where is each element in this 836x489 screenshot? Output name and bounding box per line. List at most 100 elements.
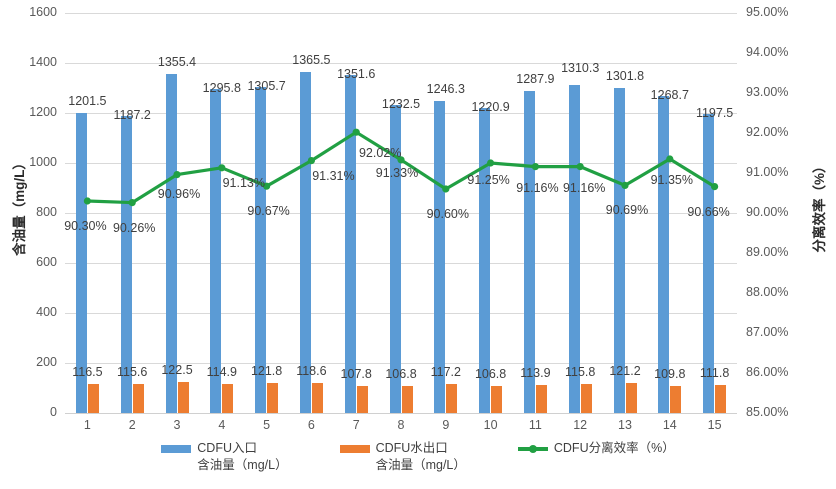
gridline bbox=[65, 213, 737, 214]
y-axis-left-tick-label: 600 bbox=[36, 255, 57, 269]
legend-item-label: CDFU分离效率（%） bbox=[553, 441, 675, 455]
bar-inlet bbox=[703, 113, 715, 413]
data-label-inlet: 1355.4 bbox=[157, 55, 197, 70]
data-label-outlet: 106.8 bbox=[385, 367, 417, 382]
data-label-separation-efficiency: 90.66% bbox=[687, 204, 730, 219]
data-label-outlet: 118.6 bbox=[296, 364, 327, 379]
line-marker bbox=[621, 181, 629, 189]
bar-outlet bbox=[670, 385, 682, 413]
bar-inlet bbox=[568, 85, 580, 413]
data-label-separation-efficiency: 91.31% bbox=[312, 168, 355, 183]
y-axis-right-tick-label: 95.00% bbox=[746, 5, 789, 19]
line-marker bbox=[128, 199, 136, 207]
bar-outlet bbox=[625, 382, 637, 413]
data-label-inlet: 1305.7 bbox=[247, 78, 286, 93]
data-label-separation-efficiency: 90.96% bbox=[157, 186, 201, 201]
y-axis-left-tick-label: 0 bbox=[50, 405, 57, 419]
bar-inlet bbox=[434, 101, 446, 413]
bar-inlet bbox=[165, 74, 177, 413]
data-label-outlet: 109.8 bbox=[654, 366, 686, 381]
y-axis-right-tick-label: 91.00% bbox=[746, 165, 789, 179]
legend-item-label: CDFU入口 含油量（mg/L） bbox=[197, 441, 288, 472]
bar-outlet bbox=[580, 384, 592, 413]
bar-inlet bbox=[523, 91, 535, 413]
data-label-separation-efficiency: 91.16% bbox=[516, 180, 559, 195]
y-axis-right-tick-label: 86.00% bbox=[746, 365, 789, 379]
data-label-inlet: 1246.3 bbox=[426, 82, 465, 97]
y-axis-left-tick-label: 400 bbox=[36, 305, 57, 319]
legend-item[interactable]: CDFU入口 含油量（mg/L） bbox=[161, 440, 288, 474]
data-label-separation-efficiency: 90.60% bbox=[426, 207, 469, 221]
y-axis-right-tick-label: 90.00% bbox=[746, 205, 789, 219]
x-axis-tick-label: 1 bbox=[83, 418, 91, 432]
bar-inlet bbox=[344, 75, 356, 413]
bar-outlet bbox=[356, 386, 368, 413]
bar-inlet bbox=[299, 71, 311, 413]
gridline bbox=[65, 13, 737, 14]
line-series-svg bbox=[83, 128, 719, 207]
bar-inlet bbox=[210, 89, 222, 413]
plot-area: 1201.5 1187.2 1355.4 1295.8 1305.7 1365.5 1351… bbox=[64, 13, 737, 414]
chart-legend: CDFU入口 含油量（mg/L） CDFU水出口 含油量（mg/L） CDFU分离效… bbox=[0, 440, 836, 474]
data-label-inlet: 1220.9 bbox=[471, 99, 510, 114]
data-label-inlet: 1232.5 bbox=[381, 96, 421, 111]
data-label-separation-efficiency: 90.67% bbox=[247, 204, 290, 219]
line-marker bbox=[397, 156, 405, 164]
bar-inlet bbox=[120, 116, 132, 413]
gridline bbox=[65, 113, 737, 114]
data-label-inlet: 1287.9 bbox=[516, 72, 555, 87]
data-label-outlet: 107.8 bbox=[340, 367, 372, 382]
data-label-separation-efficiency: 92.02% bbox=[358, 146, 402, 161]
data-label-separation-efficiency: 91.35% bbox=[650, 173, 693, 187]
y-axis-left-tick-label: 1400 bbox=[29, 55, 57, 69]
data-label-outlet: 114.9 bbox=[206, 365, 237, 380]
legend-line-marker-icon bbox=[517, 443, 548, 455]
line-marker bbox=[711, 183, 719, 191]
data-label-separation-efficiency: 91.25% bbox=[467, 173, 510, 187]
data-label-inlet: 1310.3 bbox=[561, 61, 600, 76]
gridline bbox=[65, 63, 737, 64]
bar-outlet bbox=[715, 385, 727, 413]
x-axis-tick-label: 11 bbox=[528, 418, 542, 432]
legend-item[interactable]: CDFU水出口 含油量（mg/L） bbox=[339, 440, 466, 474]
x-axis-tick-label: 3 bbox=[173, 418, 181, 432]
y-axis-right-tick-label: 85.00% bbox=[746, 405, 789, 419]
data-label-separation-efficiency: 90.26% bbox=[112, 220, 156, 235]
legend-item[interactable]: CDFU分离效率（%） bbox=[517, 440, 675, 457]
line-marker bbox=[442, 185, 450, 193]
gridline bbox=[65, 413, 737, 414]
y-axis-right-tick-label: 89.00% bbox=[746, 245, 789, 259]
line-marker bbox=[307, 157, 315, 165]
x-axis-tick-label: 15 bbox=[707, 418, 722, 432]
data-label-inlet: 1295.8 bbox=[202, 81, 241, 96]
line-marker bbox=[173, 171, 181, 179]
data-label-separation-efficiency: 91.33% bbox=[375, 165, 419, 180]
data-label-outlet: 111.8 bbox=[699, 366, 730, 381]
line-marker bbox=[352, 128, 360, 136]
y-axis-left-tick-label: 1000 bbox=[29, 155, 57, 169]
bar-inlet bbox=[613, 87, 625, 413]
gridline bbox=[65, 263, 737, 264]
data-label-inlet: 1301.8 bbox=[605, 68, 645, 83]
y-axis-left-tick-label: 1600 bbox=[29, 5, 57, 19]
y-axis-right-tick-label: 88.00% bbox=[746, 285, 789, 299]
data-label-outlet: 116.5 bbox=[72, 364, 103, 379]
x-axis-tick-label: 7 bbox=[352, 418, 360, 432]
x-axis-tick-label: 13 bbox=[618, 418, 632, 432]
bar-outlet bbox=[491, 386, 503, 413]
x-axis-tick-label: 10 bbox=[483, 418, 498, 432]
y-axis-right-tick-label: 94.00% bbox=[746, 45, 789, 59]
bar-outlet bbox=[401, 386, 413, 413]
line-marker bbox=[487, 159, 495, 167]
bar-inlet bbox=[479, 107, 491, 413]
y-axis-right-tick-label: 87.00% bbox=[746, 325, 789, 339]
x-axis-tick-label: 5 bbox=[263, 418, 271, 432]
x-axis-tick-label: 12 bbox=[573, 418, 588, 432]
gridline bbox=[65, 313, 737, 314]
data-label-inlet: 1187.2 bbox=[113, 108, 151, 123]
bar-outlet bbox=[87, 383, 99, 413]
bar-outlet bbox=[222, 384, 234, 413]
line-marker bbox=[218, 164, 226, 172]
line-marker bbox=[83, 197, 91, 205]
